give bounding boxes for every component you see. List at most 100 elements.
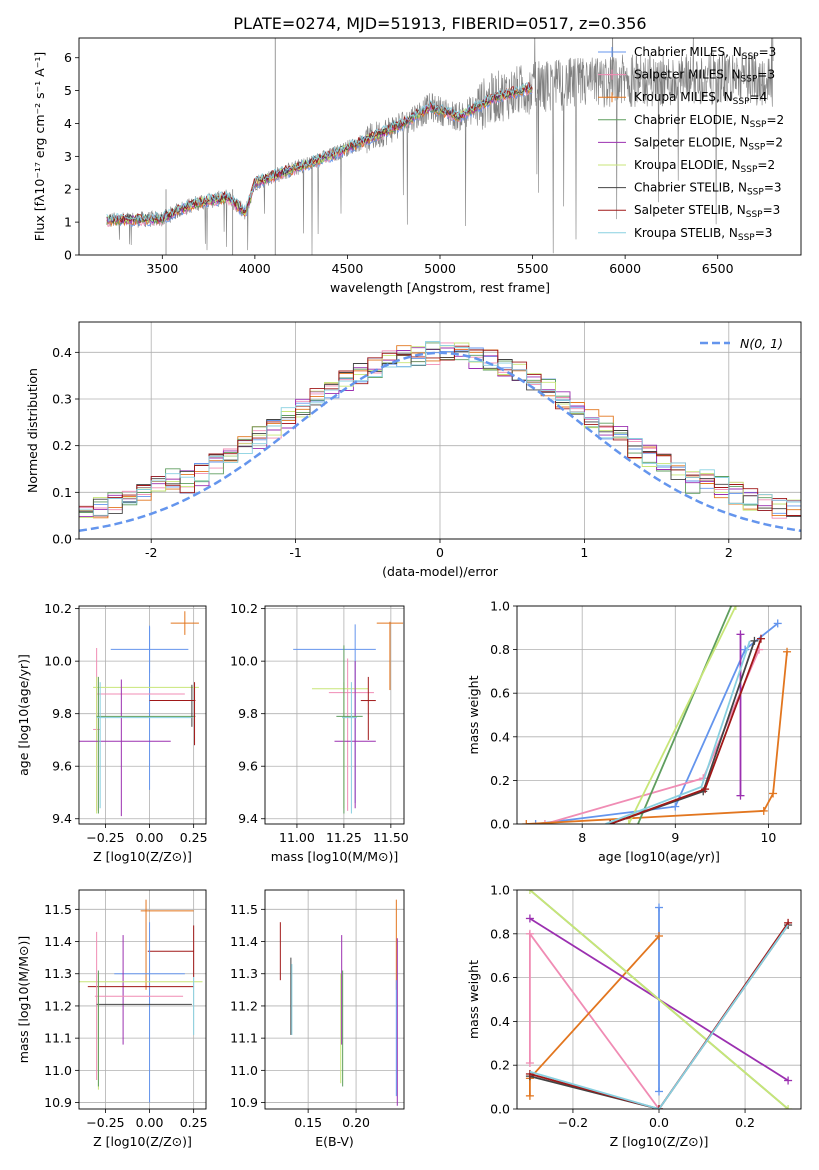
x-tick-label: 6500 <box>702 261 734 276</box>
y-tick-label: 9.8 <box>238 706 258 721</box>
legend-label-tail: =4 <box>750 90 768 104</box>
legend-label: Kroupa STELIB, NSSP=3 <box>634 226 772 243</box>
y-tick-label: 0.2 <box>490 773 510 788</box>
histogram-step <box>79 345 801 517</box>
y-tick-label: 0.4 <box>52 345 72 360</box>
x-tick-label: 0 <box>436 545 444 560</box>
x-tick-label: 6000 <box>609 261 641 276</box>
y-tick-label: 5 <box>64 83 72 98</box>
y-tick-label: 0.4 <box>490 729 510 744</box>
plot-area <box>522 606 792 824</box>
x-tick-label: 0.00 <box>136 830 164 845</box>
legend-label-tail: =3 <box>757 68 775 82</box>
y-tick-label: 11.0 <box>44 1063 72 1078</box>
histogram-step <box>79 340 801 516</box>
panel-massweight_vs_Z: −0.2 0.0 0.2 0.0 0.2 0.4 0.6 0.8 1.0 Z [log10(Z/Z… <box>466 883 802 1149</box>
legend-label-sub: SSP <box>741 75 758 85</box>
x-axis-label: Z [log10(Z/Z⊙)] <box>610 1134 709 1149</box>
legend-label: Kroupa ELODIE, NSSP=2 <box>634 158 775 175</box>
x-tick-label: 5500 <box>517 261 549 276</box>
plot-area <box>79 899 203 1103</box>
legend-label-main: Salpeter MILES, N <box>634 68 741 82</box>
x-tick-label: 2 <box>725 545 733 560</box>
axes-frame <box>516 605 802 825</box>
legend: N(0, 1) <box>700 336 783 351</box>
y-tick-label: 11.5 <box>44 902 72 917</box>
y-tick-label: 9.4 <box>52 811 72 826</box>
x-tick-label: 11.50 <box>373 830 409 845</box>
axes-frame <box>78 605 207 825</box>
legend-label: Salpeter STELIB, NSSP=3 <box>634 203 780 220</box>
y-tick-label: 0.2 <box>52 438 72 453</box>
y-tick-label: 1.0 <box>490 883 510 898</box>
legend-label-main: Kroupa STELIB, N <box>634 226 738 240</box>
y-tick-label: 11.1 <box>230 1031 258 1046</box>
x-tick-label: 0.00 <box>136 1115 164 1130</box>
panel-massweight_vs_age: 8 9 10 0.0 0.2 0.4 0.6 0.8 1.0 age [log10(age/yr)… <box>466 599 802 864</box>
x-axis-label: E(B-V) <box>315 1134 354 1149</box>
x-tick-label: 8 <box>578 830 586 845</box>
model-line <box>106 82 533 223</box>
axes-frame <box>78 37 802 256</box>
y-tick-label: 0.0 <box>490 1102 510 1117</box>
legend-label-main: Chabrier ELODIE, N <box>634 113 750 127</box>
spectrum-line <box>106 38 774 255</box>
x-tick-label: 11.25 <box>326 830 362 845</box>
y-tick-label: 10.9 <box>230 1095 258 1110</box>
series-line <box>605 640 751 824</box>
y-tick-label: 0.2 <box>490 1058 510 1073</box>
y-tick-label: 11.4 <box>44 934 72 949</box>
x-tick-label: 3500 <box>146 261 178 276</box>
y-tick-label: 1.0 <box>490 599 510 614</box>
x-axis-label: Z [log10(Z/Z⊙)] <box>93 849 192 864</box>
legend-label-tail: =3 <box>763 203 781 217</box>
series-line <box>529 890 789 1109</box>
x-tick-label: -1 <box>289 545 301 560</box>
axes-frame <box>264 605 405 825</box>
y-tick-label: 11.0 <box>230 1063 258 1078</box>
y-tick-label: 11.3 <box>44 966 72 981</box>
x-tick-label: 9 <box>671 830 679 845</box>
y-axis-label: mass [log10(M/M⊙)] <box>16 936 31 1064</box>
y-axis-label: mass weight <box>466 960 481 1039</box>
x-tick-label: 11.00 <box>279 830 315 845</box>
series-line <box>637 606 733 824</box>
legend-label-sub: SSP <box>742 52 759 62</box>
x-axis-label: mass [log10(M/M⊙)] <box>271 849 399 864</box>
plot-area <box>293 621 404 814</box>
series-line <box>627 606 737 824</box>
y-tick-label: 0.8 <box>490 926 510 941</box>
y-tick-label: 0.4 <box>490 1014 510 1029</box>
y-tick-label: 0.0 <box>52 532 72 547</box>
y-tick-label: 11.5 <box>230 902 258 917</box>
legend-label: Chabrier MILES, NSSP=3 <box>634 45 776 62</box>
x-axis-label: (data-model)/error <box>382 564 499 579</box>
y-tick-label: 3 <box>64 149 72 164</box>
x-tick-label: 0.15 <box>294 1115 322 1130</box>
legend-label-main: Chabrier MILES, N <box>634 45 742 59</box>
legend-label-sub: SSP <box>748 142 765 152</box>
plot-area <box>279 899 398 1106</box>
plot-area <box>79 611 199 817</box>
legend-label-sub: SSP <box>738 233 755 243</box>
legend-label-sub: SSP <box>750 120 767 130</box>
x-tick-label: −0.25 <box>86 1115 124 1130</box>
x-tick-label: −0.25 <box>86 830 124 845</box>
series-line <box>529 924 789 1109</box>
y-tick-label: 11.1 <box>44 1031 72 1046</box>
legend-label: N(0, 1) <box>740 336 783 351</box>
panel-age_vs_mass: 11.00 11.25 11.50 9.4 9.6 9.8 10.0 10.2 mass [lo… <box>230 601 409 864</box>
y-tick-label: 6 <box>64 50 72 65</box>
y-tick-label: 0.3 <box>52 392 72 407</box>
y-tick-label: 11.2 <box>44 998 72 1013</box>
legend-label-sub: SSP <box>741 165 758 175</box>
x-tick-label: 1 <box>580 545 588 560</box>
model-line <box>106 82 533 223</box>
y-tick-label: 10.0 <box>230 654 258 669</box>
legend-label-tail: =2 <box>766 113 784 127</box>
y-tick-label: 4 <box>64 116 72 131</box>
y-axis-label: age [log10(age/yr)] <box>16 654 31 776</box>
legend-label: Salpeter MILES, NSSP=3 <box>634 68 775 85</box>
